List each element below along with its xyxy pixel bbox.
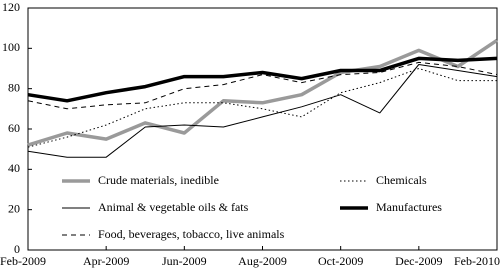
x-tick-label: Apr-2009 [83, 254, 129, 268]
y-tick-label: 100 [2, 40, 20, 54]
legend-label: Chemicals [376, 173, 427, 187]
legend-label: Animal & vegetable oils & fats [98, 200, 249, 214]
legend-label: Crude materials, inedible [98, 173, 219, 187]
x-tick-label: Oct-2009 [318, 254, 363, 268]
y-tick-label: 20 [8, 201, 20, 215]
y-tick-label: 0 [14, 242, 20, 256]
legend-label: Food, beverages, tobacco, live animals [98, 227, 285, 241]
x-tick-label: Feb-2009 [0, 254, 46, 268]
series-line [27, 64, 498, 158]
x-tick-label: Dec-2009 [395, 254, 442, 268]
x-tick-label: Aug-2009 [238, 254, 287, 268]
y-tick-label: 60 [8, 121, 20, 135]
y-tick-label: 80 [8, 80, 20, 94]
x-tick-label: Feb-2010 [454, 254, 500, 268]
series-line [27, 68, 497, 148]
y-tick-label: 120 [2, 0, 20, 14]
series-line [27, 38, 498, 147]
y-tick-label: 40 [8, 161, 20, 175]
series-line [27, 61, 498, 110]
x-tick-label: Jun-2009 [162, 254, 207, 268]
legend-label: Manufactures [376, 200, 442, 214]
series-line [27, 56, 498, 103]
